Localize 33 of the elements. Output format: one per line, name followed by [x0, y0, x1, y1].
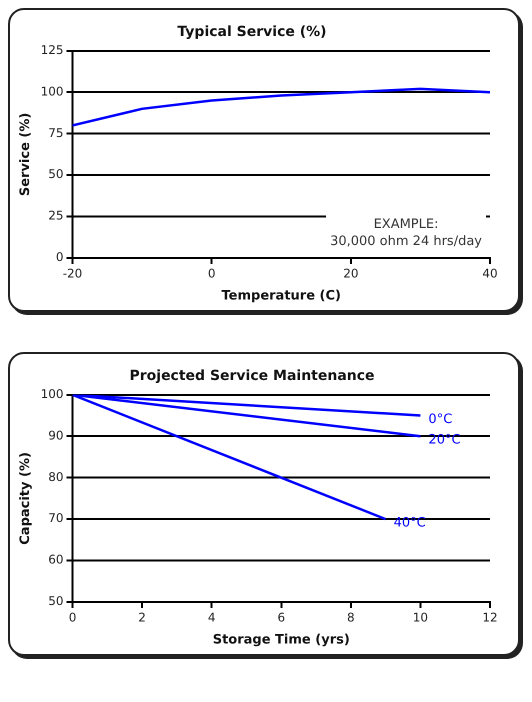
series-label: 0°C	[428, 412, 452, 427]
y-tick-label: 60	[48, 552, 64, 567]
y-tick-label: 90	[48, 428, 64, 442]
x-tick-label: 2	[138, 610, 146, 624]
y-tick-label: 100	[40, 386, 64, 401]
annotation: EXAMPLE: 30,000 ohm 24 hrs/day	[330, 216, 482, 249]
x-tick-label: 40	[482, 266, 498, 280]
y-tick-label: 100	[40, 84, 64, 98]
y-axis-title: Service (%)	[18, 112, 34, 196]
x-tick-label: 6	[277, 610, 286, 624]
y-axis-title: Capacity (%)	[18, 452, 34, 545]
y-tick-label: 80	[48, 470, 64, 484]
x-axis-title: Temperature (C)	[222, 288, 341, 304]
series-label: 20°C	[428, 432, 461, 448]
y-tick-label: 25	[48, 208, 64, 223]
x-tick-label: 10	[412, 610, 428, 624]
x-tick-label: -20	[62, 266, 82, 280]
x-tick-label: 0	[68, 610, 76, 624]
y-tick-label: 50	[48, 167, 64, 182]
y-tick-label: 70	[48, 511, 64, 526]
chart-title: Typical Service (%)	[177, 24, 327, 40]
x-tick-label: 8	[347, 610, 355, 624]
y-tick-label: 0	[56, 250, 64, 264]
y-tick-label: 50	[48, 594, 64, 608]
y-tick-label: 125	[40, 42, 64, 57]
x-tick-label: 0	[208, 266, 216, 280]
chart-title: Projected Service Maintenance	[129, 368, 375, 384]
x-tick-label: 12	[482, 610, 498, 624]
x-tick-label: 4	[208, 610, 216, 624]
x-tick-label: 20	[343, 266, 358, 280]
x-axis-title: Storage Time (yrs)	[212, 632, 350, 648]
y-tick-label: 75	[48, 126, 64, 140]
series-label: 40°C	[394, 515, 426, 530]
